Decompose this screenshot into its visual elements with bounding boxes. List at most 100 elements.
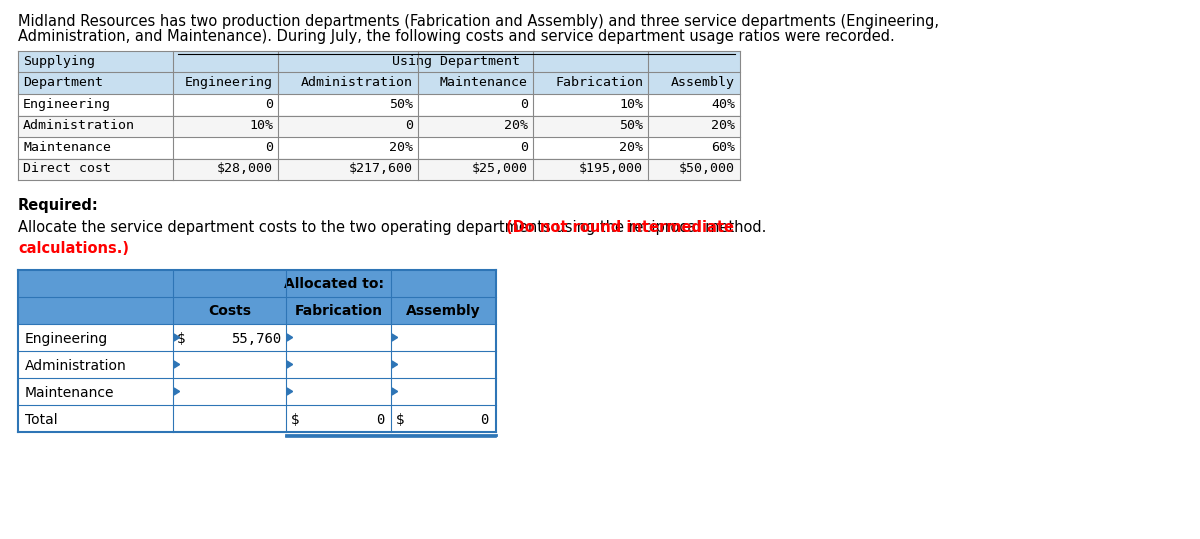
Bar — [648, 94, 740, 115]
Text: Fabrication: Fabrication — [294, 304, 383, 318]
Text: Allocate the service department costs to the two operating departments using the: Allocate the service department costs to… — [18, 220, 772, 235]
Bar — [173, 115, 278, 137]
Bar — [533, 115, 648, 137]
Bar — [18, 73, 173, 94]
Bar — [286, 297, 391, 324]
Text: 0: 0 — [520, 141, 528, 154]
Bar — [18, 378, 173, 405]
Bar — [286, 324, 391, 351]
Text: Administration: Administration — [25, 359, 127, 373]
Bar — [418, 73, 533, 94]
Bar — [173, 51, 278, 73]
Text: 60%: 60% — [710, 141, 734, 154]
Text: Department: Department — [23, 77, 103, 89]
Bar — [173, 73, 278, 94]
Text: Maintenance: Maintenance — [23, 141, 112, 154]
Bar — [278, 158, 418, 180]
Text: Fabrication: Fabrication — [556, 77, 643, 89]
Bar — [173, 297, 200, 324]
Bar — [391, 351, 496, 378]
Bar — [18, 94, 173, 115]
Text: 20%: 20% — [504, 120, 528, 133]
Bar — [533, 94, 648, 115]
Bar — [173, 137, 278, 158]
Bar — [18, 405, 173, 432]
Text: $50,000: $50,000 — [679, 162, 734, 176]
Polygon shape — [287, 361, 293, 368]
Text: Engineering: Engineering — [185, 77, 274, 89]
Bar — [278, 73, 418, 94]
Text: Using Department: Using Department — [392, 55, 521, 68]
Bar — [286, 405, 391, 432]
Bar — [391, 378, 496, 405]
Text: Required:: Required: — [18, 198, 98, 213]
Bar — [200, 351, 286, 378]
Text: 0: 0 — [265, 141, 274, 154]
Text: Administration, and Maintenance). During July, the following costs and service d: Administration, and Maintenance). During… — [18, 29, 895, 44]
Bar — [286, 378, 391, 405]
Text: 50%: 50% — [389, 98, 413, 111]
Bar — [278, 51, 418, 73]
Bar — [286, 351, 391, 378]
Text: (Do not round intermediate: (Do not round intermediate — [505, 220, 733, 235]
Text: Supplying: Supplying — [23, 55, 95, 68]
Text: 10%: 10% — [619, 98, 643, 111]
Text: Costs: Costs — [208, 304, 251, 318]
Polygon shape — [287, 388, 293, 395]
Text: $25,000: $25,000 — [472, 162, 528, 176]
Bar — [391, 324, 496, 351]
Text: Assembly: Assembly — [406, 304, 481, 318]
Bar — [18, 115, 173, 137]
Bar — [278, 115, 418, 137]
Text: 0: 0 — [406, 120, 413, 133]
Text: $: $ — [178, 332, 186, 346]
Bar — [391, 405, 496, 432]
Text: 0: 0 — [520, 98, 528, 111]
Text: 0: 0 — [481, 413, 490, 427]
Bar — [200, 324, 286, 351]
Text: Engineering: Engineering — [23, 98, 112, 111]
Polygon shape — [174, 334, 180, 341]
Text: 20%: 20% — [389, 141, 413, 154]
Bar — [200, 378, 286, 405]
Polygon shape — [287, 334, 293, 341]
Bar — [391, 297, 496, 324]
Text: $28,000: $28,000 — [217, 162, 274, 176]
Bar — [18, 158, 173, 180]
Polygon shape — [392, 361, 397, 368]
Text: $: $ — [396, 413, 404, 427]
Text: 50%: 50% — [619, 120, 643, 133]
Text: 40%: 40% — [710, 98, 734, 111]
Bar — [173, 378, 200, 405]
Bar — [173, 351, 200, 378]
Bar — [18, 351, 173, 378]
Text: 0: 0 — [376, 413, 384, 427]
Text: 20%: 20% — [619, 141, 643, 154]
Bar — [533, 158, 648, 180]
Polygon shape — [174, 388, 180, 395]
Bar — [533, 73, 648, 94]
Bar — [648, 73, 740, 94]
Bar — [418, 137, 533, 158]
Bar — [200, 297, 286, 324]
Text: Total: Total — [25, 413, 58, 427]
Bar — [533, 137, 648, 158]
Text: Maintenance: Maintenance — [25, 386, 114, 400]
Bar — [18, 297, 173, 324]
Text: Direct cost: Direct cost — [23, 162, 112, 176]
Polygon shape — [174, 361, 180, 368]
Bar — [418, 158, 533, 180]
Bar — [278, 137, 418, 158]
Bar — [18, 51, 173, 73]
Bar — [418, 51, 533, 73]
Text: Engineering: Engineering — [25, 332, 108, 346]
Text: Midland Resources has two production departments (Fabrication and Assembly) and : Midland Resources has two production dep… — [18, 14, 940, 29]
Text: 55,760: 55,760 — [230, 332, 281, 346]
Bar — [200, 405, 286, 432]
Text: Administration: Administration — [23, 120, 134, 133]
Bar — [173, 405, 200, 432]
Bar — [391, 270, 496, 297]
Bar — [648, 115, 740, 137]
Bar — [173, 94, 278, 115]
Bar — [648, 158, 740, 180]
